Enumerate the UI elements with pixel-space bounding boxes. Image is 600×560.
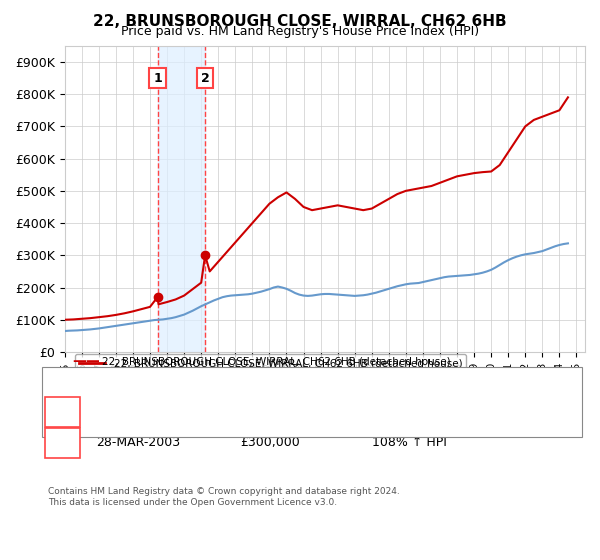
Text: 108% ↑ HPI: 108% ↑ HPI bbox=[372, 436, 447, 449]
Text: £170,000: £170,000 bbox=[240, 405, 300, 418]
Legend: 22, BRUNSBOROUGH CLOSE, WIRRAL, CH62 6HB (detached house), HPI: Average price, d: 22, BRUNSBOROUGH CLOSE, WIRRAL, CH62 6HB… bbox=[75, 354, 466, 388]
Bar bbox=[158, 46, 205, 352]
Text: ——: —— bbox=[72, 365, 100, 380]
Text: Contains HM Land Registry data © Crown copyright and database right 2024.
This d: Contains HM Land Registry data © Crown c… bbox=[48, 487, 400, 507]
Text: 09-JUN-2000: 09-JUN-2000 bbox=[96, 405, 176, 418]
Text: 1: 1 bbox=[153, 72, 162, 85]
Text: 2: 2 bbox=[58, 436, 67, 449]
Text: ——: —— bbox=[72, 354, 100, 368]
Text: 1: 1 bbox=[58, 405, 67, 418]
Text: Price paid vs. HM Land Registry's House Price Index (HPI): Price paid vs. HM Land Registry's House … bbox=[121, 25, 479, 38]
Text: £300,000: £300,000 bbox=[240, 436, 300, 449]
Text: 70% ↑ HPI: 70% ↑ HPI bbox=[372, 405, 439, 418]
Text: 22, BRUNSBOROUGH CLOSE, WIRRAL, CH62 6HB (detached house): 22, BRUNSBOROUGH CLOSE, WIRRAL, CH62 6HB… bbox=[102, 356, 451, 366]
Text: 28-MAR-2003: 28-MAR-2003 bbox=[96, 436, 180, 449]
Text: HPI: Average price, detached house, Wirral: HPI: Average price, detached house, Wirr… bbox=[102, 367, 326, 377]
Text: 22, BRUNSBOROUGH CLOSE, WIRRAL, CH62 6HB: 22, BRUNSBOROUGH CLOSE, WIRRAL, CH62 6HB bbox=[93, 14, 507, 29]
Text: 2: 2 bbox=[201, 72, 209, 85]
